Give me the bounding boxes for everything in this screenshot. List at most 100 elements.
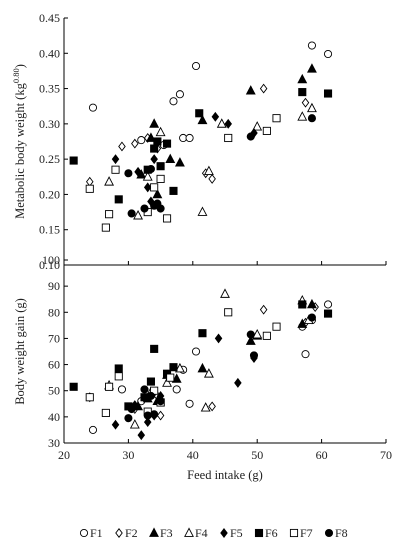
data-point-F2 — [156, 410, 165, 421]
y-tick-label: 0.30 — [39, 117, 60, 131]
data-point-F1 — [323, 49, 333, 59]
data-point-F3 — [197, 114, 208, 125]
data-point-F6 — [69, 382, 78, 391]
data-point-F7 — [111, 165, 120, 174]
y-tick-label: 70 — [48, 331, 60, 345]
data-point-F4 — [306, 102, 317, 113]
data-point-F1 — [137, 136, 146, 145]
legend-item-F4: F4 — [184, 526, 208, 540]
legend-marker-F2 — [115, 528, 123, 538]
data-point-F1 — [191, 347, 201, 356]
data-point-F8 — [140, 385, 149, 394]
data-point-F4 — [155, 126, 166, 137]
y-tick-label: 0.20 — [39, 187, 60, 201]
legend-item-F6: F6 — [254, 526, 278, 540]
data-point-F4 — [104, 176, 115, 186]
data-point-F5 — [234, 377, 242, 388]
legend-label: F5 — [230, 526, 243, 540]
y-tick-label: 60 — [48, 358, 60, 372]
data-point-F6 — [146, 377, 155, 386]
data-point-F4 — [220, 288, 230, 298]
data-point-F1 — [323, 300, 333, 309]
data-point-F6 — [198, 329, 207, 338]
data-point-F6 — [169, 186, 178, 195]
data-point-F7 — [105, 382, 114, 391]
y-tick-label: 0.40 — [39, 46, 60, 60]
y-axis-label-exponent: 0.80 — [11, 68, 21, 83]
data-point-F7 — [150, 183, 159, 192]
series-F2 — [85, 83, 310, 187]
data-point-F7 — [85, 184, 94, 193]
y-axis-label: Body weight gain (g) — [13, 298, 27, 405]
data-point-F3 — [165, 153, 176, 163]
data-point-F8 — [307, 114, 316, 123]
legend-label: F4 — [195, 526, 208, 540]
data-point-F7 — [162, 214, 172, 223]
x-tick-label: 20 — [58, 448, 70, 462]
data-point-F1 — [301, 350, 310, 359]
data-point-F1 — [117, 385, 127, 394]
data-point-F2 — [259, 83, 268, 94]
data-point-F8 — [246, 132, 255, 141]
series-F8 — [124, 114, 316, 218]
x-tick-label: 50 — [251, 448, 263, 462]
y-axis-label-text: Metabolic body weight (kg — [13, 82, 27, 218]
y-tick-label: 30 — [48, 436, 60, 450]
data-point-F7 — [114, 372, 123, 381]
legend: F1 F2 F3 F4 F5 F6 F7 F8 — [79, 526, 348, 540]
data-point-F4 — [162, 377, 172, 387]
data-point-F8 — [140, 204, 149, 213]
data-point-F6 — [323, 89, 333, 98]
data-point-F8 — [127, 404, 136, 414]
legend-item-F3: F3 — [149, 526, 173, 540]
data-point-F2 — [301, 97, 310, 108]
data-point-F2 — [131, 138, 139, 149]
legend-marker-F1 — [79, 528, 89, 538]
legend-marker-F8 — [324, 528, 334, 538]
data-point-F1 — [88, 103, 98, 112]
y-tick-label: 0.25 — [39, 152, 60, 166]
x-tick-label: 30 — [122, 448, 134, 462]
series-F6 — [69, 88, 333, 204]
data-point-F1 — [307, 41, 316, 50]
legend-item-F7: F7 — [289, 526, 313, 540]
data-point-F6 — [298, 88, 307, 97]
series-F5 — [111, 111, 258, 207]
data-point-F6 — [69, 156, 78, 165]
data-point-F2 — [208, 401, 216, 412]
y-tick-label: 80 — [48, 305, 60, 319]
data-point-F4 — [297, 111, 308, 121]
series-F1 — [88, 41, 333, 150]
y-tick-label: 90 — [48, 279, 60, 293]
data-point-F7 — [156, 174, 165, 183]
data-point-F4 — [174, 362, 185, 373]
data-point-F4 — [252, 328, 263, 339]
data-point-F3 — [306, 298, 317, 309]
data-point-F5 — [137, 430, 146, 441]
data-point-F1 — [191, 61, 201, 71]
data-point-F7 — [85, 393, 94, 402]
y-axis-label: Metabolic body weight (kg0.80) — [11, 64, 27, 219]
data-point-F4 — [252, 121, 263, 131]
legend-label: F1 — [90, 526, 103, 540]
series-F4 — [104, 102, 317, 220]
x-tick-label: 60 — [316, 448, 328, 462]
legend-item-F5: F5 — [220, 526, 243, 540]
data-point-F7 — [101, 408, 110, 417]
legend-item-F2: F2 — [115, 526, 138, 540]
data-point-F5 — [214, 333, 223, 344]
data-point-F1 — [185, 133, 194, 143]
y-tick-label: 50 — [48, 384, 60, 398]
legend-marker-F4 — [184, 527, 194, 537]
data-point-F6 — [169, 363, 178, 372]
data-point-F8 — [127, 209, 136, 218]
data-point-F4 — [197, 206, 208, 216]
data-point-F1 — [88, 425, 98, 434]
data-point-F3 — [306, 63, 317, 73]
y-tick-label: 0.35 — [39, 82, 60, 96]
series-F7 — [85, 308, 281, 417]
data-point-F8 — [150, 410, 159, 419]
legend-marker-F5 — [220, 528, 228, 538]
data-point-F4 — [142, 171, 153, 181]
legend-label: F7 — [300, 526, 313, 540]
